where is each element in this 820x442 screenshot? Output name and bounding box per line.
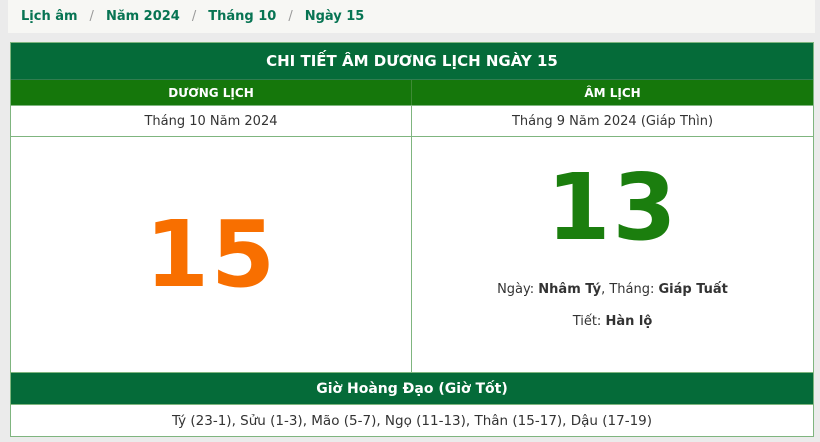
solar-day-cell: 15 xyxy=(11,137,412,372)
solar-day-number: 15 xyxy=(144,200,278,308)
solar-column-header: DƯƠNG LỊCH xyxy=(11,80,412,105)
lunar-month-label: Tháng: xyxy=(609,282,659,297)
table-title: CHI TIẾT ÂM DƯƠNG LỊCH NGÀY 15 xyxy=(11,43,813,80)
calendar-detail-table: CHI TIẾT ÂM DƯƠNG LỊCH NGÀY 15 DƯƠNG LỊC… xyxy=(10,42,814,437)
lunar-canchi-line: Ngày: Nhâm Tý, Tháng: Giáp Tuất xyxy=(497,282,728,297)
lunar-day-canchi: Nhâm Tý xyxy=(538,282,602,297)
column-headers-row: DƯƠNG LỊCH ÂM LỊCH xyxy=(11,80,813,106)
lunar-info: Ngày: Nhâm Tý, Tháng: Giáp Tuất Tiết: Hà… xyxy=(497,282,728,329)
lunar-month-canchi: Giáp Tuất xyxy=(658,282,728,297)
day-detail-row: 15 13 Ngày: Nhâm Tý, Tháng: Giáp Tuất Ti… xyxy=(11,137,813,373)
breadcrumb-current-ngay-15: Ngày 15 xyxy=(304,9,365,24)
solar-term-label: Tiết: xyxy=(572,314,606,329)
breadcrumb-separator: / xyxy=(191,9,197,24)
solar-month-subheader: Tháng 10 Năm 2024 xyxy=(11,106,412,136)
auspicious-hours-header: Giờ Hoàng Đạo (Giờ Tốt) xyxy=(11,373,813,405)
breadcrumb-separator: / xyxy=(89,9,94,24)
breadcrumb-separator: / xyxy=(288,9,293,24)
lunar-day-number: 13 xyxy=(546,154,679,261)
breadcrumb-link-thang-10[interactable]: Tháng 10 xyxy=(208,9,277,24)
auspicious-hours-list: Tý (23-1), Sửu (1-3), Mão (5-7), Ngọ (11… xyxy=(11,405,813,436)
solar-term-value: Hàn lộ xyxy=(605,314,653,329)
lunar-column-header: ÂM LỊCH xyxy=(584,85,641,100)
month-subheaders-row: Tháng 10 Năm 2024 Tháng 9 Năm 2024 (Giáp… xyxy=(11,106,813,137)
lunar-day-label: Ngày: xyxy=(497,282,539,297)
breadcrumb-link-nam-2024[interactable]: Năm 2024 xyxy=(105,9,180,24)
lunar-month-subheader: Tháng 9 Năm 2024 (Giáp Thìn) xyxy=(511,113,714,129)
lunar-day-cell: 13 Ngày: Nhâm Tý, Tháng: Giáp Tuất Tiết:… xyxy=(412,137,813,372)
breadcrumb-link-lich-am[interactable]: Lịch âm xyxy=(21,9,78,24)
breadcrumb: Lịch âm / Năm 2024 / Tháng 10 / Ngày 15 xyxy=(8,0,815,33)
solar-term-line: Tiết: Hàn lộ xyxy=(497,314,728,329)
lunar-canchi-separator: , xyxy=(601,282,610,297)
